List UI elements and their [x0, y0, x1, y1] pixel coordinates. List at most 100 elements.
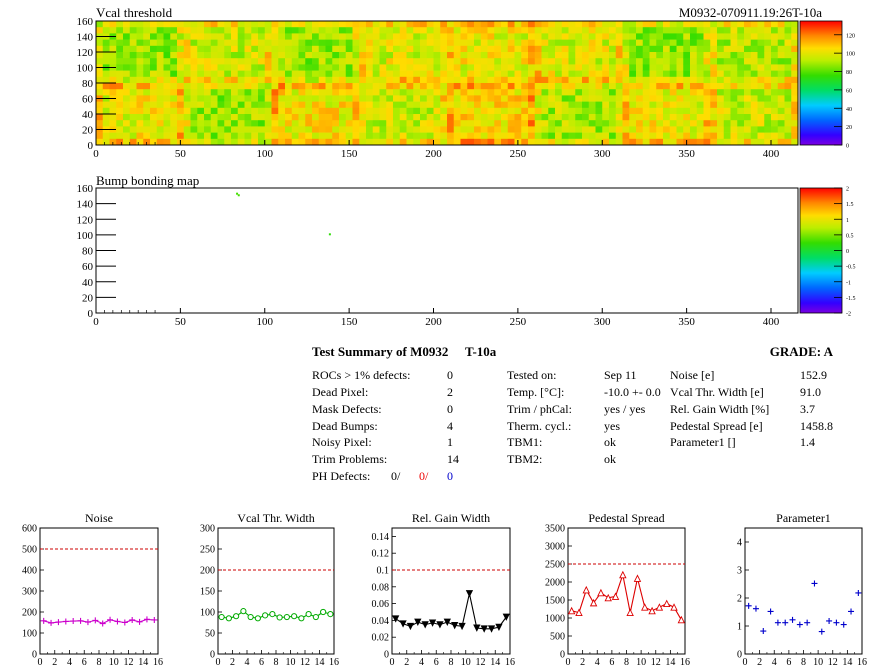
pixel-cell: [629, 39, 637, 47]
pixel-cell: [278, 101, 286, 109]
pixel-cell: [278, 45, 286, 53]
pixel-cell: [507, 76, 515, 84]
pixel-cell: [420, 76, 428, 84]
pixel-cell: [777, 83, 785, 90]
pixel-cell: [764, 33, 772, 40]
summary-label: TBM2:: [507, 452, 542, 466]
pixel-cell: [460, 64, 468, 71]
pixel-cell: [156, 58, 164, 65]
pixel-cell: [501, 39, 509, 47]
pixel-cell: [170, 101, 178, 109]
pixel-cell: [163, 21, 171, 28]
pixel-cell: [163, 107, 171, 115]
pixel-cell: [582, 52, 590, 59]
pixel-cell: [764, 120, 772, 127]
pixel-cell: [629, 21, 637, 28]
pixel-cell: [568, 120, 576, 127]
pixel-cell: [312, 89, 320, 96]
pixel-cell: [609, 107, 617, 115]
pixel-cell: [771, 27, 779, 34]
pixel-cell: [602, 70, 610, 78]
pixel-cell: [217, 39, 225, 47]
pixel-cell: [690, 95, 698, 102]
pixel-cell: [217, 89, 225, 96]
pixel-cell: [150, 21, 158, 28]
pixel-cell: [399, 45, 407, 53]
pixel-cell: [136, 132, 144, 140]
pixel-cell: [568, 70, 576, 78]
pixel-cell: [777, 101, 785, 109]
pixel-cell: [345, 70, 353, 78]
pixel-cell: [258, 114, 266, 121]
pixel-cell: [494, 132, 502, 140]
pixel-cell: [541, 132, 549, 140]
pixel-cell: [723, 132, 731, 140]
pixel-cell: [204, 76, 212, 84]
pixel-cell: [777, 27, 785, 34]
pixel-cell: [676, 45, 684, 53]
pixel-cell: [582, 64, 590, 71]
pixel-cell: [318, 58, 326, 65]
pixel-cell: [669, 70, 677, 78]
pixel-cell: [534, 39, 542, 47]
pixel-cell: [548, 95, 556, 102]
pixel-cell: [595, 89, 603, 96]
pixel-cell: [129, 83, 137, 90]
pixel-cell: [676, 58, 684, 65]
pixel-cell: [541, 89, 549, 96]
y-tick-label: 2000: [545, 578, 565, 589]
pixel-cell: [298, 58, 306, 65]
x-tick-label: 0: [93, 316, 99, 328]
pixel-cell: [676, 126, 684, 133]
pixel-cell: [791, 89, 799, 96]
pixel-cell: [467, 45, 475, 53]
pixel-cell: [669, 33, 677, 40]
pixel-cell: [312, 21, 320, 28]
data-point: [811, 580, 818, 587]
pixel-cell: [669, 114, 677, 121]
data-point: [428, 619, 437, 627]
pixel-cell: [433, 52, 441, 59]
y-tick-label: 40: [82, 277, 94, 289]
pixel-cell: [210, 138, 218, 146]
pixel-cell: [561, 33, 569, 40]
pixel-cell: [602, 64, 610, 71]
pixel-cell: [433, 39, 441, 47]
pixel-cell: [663, 58, 671, 65]
pixel-cell: [258, 120, 266, 127]
pixel-cell: [386, 89, 394, 96]
pixel-cell: [723, 89, 731, 96]
pixel-cell: [258, 58, 266, 65]
x-tick-label: 4: [595, 657, 600, 668]
pixel-cell: [683, 83, 691, 90]
pixel-cell: [555, 101, 563, 109]
pixel-cell: [507, 101, 515, 109]
x-tick-label: 14: [842, 657, 852, 668]
pixel-cell: [710, 132, 718, 140]
pixel-cell: [609, 126, 617, 133]
pixel-cell: [258, 107, 266, 115]
x-tick-label: 6: [82, 657, 87, 668]
pixel-cell: [568, 101, 576, 109]
pixel-cell: [757, 52, 765, 59]
pixel-cell: [764, 64, 772, 71]
pixel-cell: [426, 33, 434, 40]
pixel-cell: [690, 126, 698, 133]
pixel-cell: [750, 89, 758, 96]
pixel-cell: [474, 132, 482, 140]
pixel-cell: [426, 52, 434, 59]
pixel-cell: [696, 126, 704, 133]
pixel-cell: [332, 120, 340, 127]
pixel-cell: [136, 107, 144, 115]
pixel-cell: [109, 101, 117, 109]
pixel-cell: [440, 114, 448, 121]
pixel-cell: [393, 114, 401, 121]
pixel-cell: [575, 27, 583, 34]
pixel-cell: [332, 58, 340, 65]
pixel-cell: [588, 138, 596, 146]
pixel-cell: [379, 95, 387, 102]
pixel-cell: [325, 107, 333, 115]
pixel-cell: [386, 76, 394, 84]
pixel-cell: [750, 76, 758, 84]
panel-frame: [391, 527, 511, 655]
